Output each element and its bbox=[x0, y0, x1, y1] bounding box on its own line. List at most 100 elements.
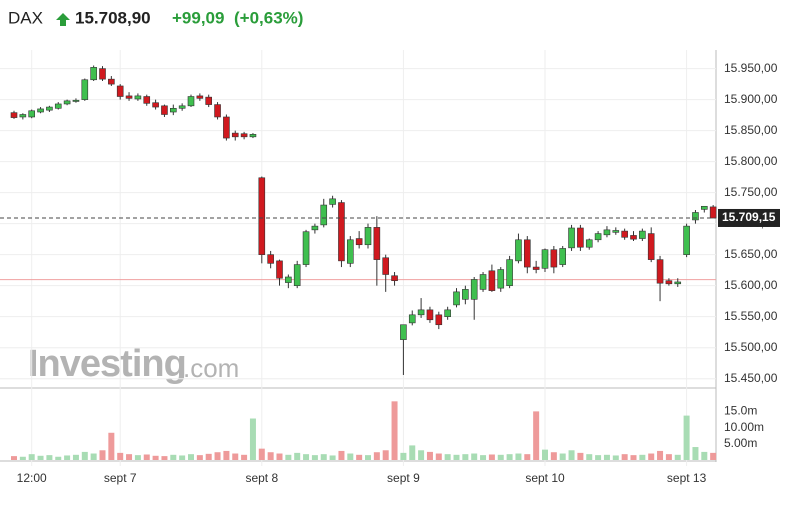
volume-bar bbox=[648, 453, 655, 460]
volume-bar bbox=[108, 432, 115, 460]
candle-body bbox=[63, 100, 71, 105]
candle-body bbox=[683, 225, 690, 255]
volume-bar bbox=[586, 454, 593, 460]
candle-body bbox=[630, 235, 637, 240]
candle-body bbox=[285, 276, 292, 283]
volume-bar bbox=[11, 456, 17, 460]
candle-body bbox=[134, 95, 142, 100]
y-tick-label: 15.850,00 bbox=[724, 123, 778, 137]
volume-bar bbox=[462, 454, 469, 460]
change: +99,09 bbox=[172, 8, 224, 27]
last-price-label: 15.709,15 bbox=[722, 210, 776, 224]
candle-body bbox=[647, 233, 655, 260]
volume-bar bbox=[373, 452, 380, 460]
candle-body bbox=[639, 230, 646, 239]
volume-bar bbox=[126, 454, 133, 460]
y-tick-label: 15.900,00 bbox=[724, 92, 778, 106]
volume-bar bbox=[143, 454, 150, 460]
change-pct: (+0,63%) bbox=[234, 8, 303, 27]
volume-bar bbox=[161, 456, 168, 460]
volume-bar bbox=[542, 449, 548, 460]
volume-bar bbox=[550, 452, 557, 460]
volume-bar bbox=[480, 455, 487, 460]
candle-body bbox=[346, 239, 354, 264]
volume-bar bbox=[595, 455, 602, 460]
candle-body bbox=[214, 104, 221, 118]
candle-body bbox=[329, 198, 336, 205]
volume-bar bbox=[46, 455, 53, 460]
candle-body bbox=[161, 105, 168, 115]
volume-bar bbox=[232, 453, 239, 460]
watermark: Investing bbox=[28, 343, 186, 385]
candle-body bbox=[72, 99, 80, 102]
candle-body bbox=[656, 259, 664, 284]
volume-tick-label: 10.00m bbox=[724, 420, 764, 434]
volume-bar bbox=[453, 454, 460, 460]
candle-body bbox=[692, 212, 699, 221]
candle-body bbox=[276, 260, 283, 279]
candle-body bbox=[373, 227, 381, 260]
candle-body bbox=[612, 230, 620, 233]
candle-body bbox=[497, 269, 505, 289]
volume-bar bbox=[179, 455, 186, 460]
y-tick-label: 15.800,00 bbox=[724, 154, 778, 168]
watermark-suffix: .com bbox=[183, 353, 239, 383]
candle-body bbox=[355, 238, 363, 246]
volume-bar bbox=[152, 455, 159, 460]
volume-bar bbox=[329, 455, 336, 460]
candle-body bbox=[594, 233, 602, 241]
candle-body bbox=[408, 314, 416, 324]
volume-bar bbox=[170, 454, 177, 460]
y-tick-label: 15.750,00 bbox=[724, 185, 778, 199]
volume-bar bbox=[506, 454, 513, 460]
volume-bar bbox=[64, 455, 71, 460]
volume-bar bbox=[188, 454, 194, 460]
volume-bar bbox=[639, 454, 646, 460]
candle-body bbox=[532, 266, 540, 270]
volume-bar bbox=[72, 454, 79, 460]
volume-bar bbox=[99, 450, 106, 460]
volume-bar bbox=[533, 411, 540, 460]
volume-bar bbox=[338, 450, 345, 460]
candle-body bbox=[28, 110, 36, 118]
candle-body bbox=[426, 309, 434, 321]
volume-bar bbox=[55, 456, 62, 460]
candle-body bbox=[364, 227, 372, 246]
candle-body bbox=[568, 227, 575, 249]
candle-body bbox=[382, 257, 390, 275]
candle-body bbox=[665, 280, 673, 285]
volume-bar bbox=[241, 454, 248, 460]
candle-body bbox=[267, 254, 274, 264]
volume-bar bbox=[37, 455, 44, 460]
candle-body bbox=[488, 270, 496, 291]
volume-bar bbox=[674, 454, 681, 460]
candle-body bbox=[585, 239, 593, 248]
candle-body bbox=[709, 206, 717, 219]
candle-body bbox=[462, 289, 469, 300]
candle-body bbox=[515, 239, 522, 262]
candle-body bbox=[320, 204, 328, 226]
volume-bar bbox=[311, 455, 318, 460]
candle-body bbox=[10, 112, 18, 118]
candle-body bbox=[258, 177, 266, 255]
candle-body bbox=[400, 324, 407, 340]
candle-body bbox=[231, 132, 239, 138]
candle-body bbox=[143, 96, 151, 104]
volume-bar bbox=[577, 452, 584, 460]
candle-body bbox=[249, 134, 257, 138]
volume-bar bbox=[19, 456, 26, 460]
volume-bar bbox=[471, 453, 478, 460]
x-tick-label: sept 8 bbox=[245, 471, 278, 485]
candle-body bbox=[391, 275, 398, 282]
x-tick-label: sept 7 bbox=[104, 471, 137, 485]
volume-bar bbox=[205, 453, 212, 460]
volume-bar bbox=[657, 450, 664, 460]
candle-body bbox=[152, 102, 159, 108]
volume-bar bbox=[488, 454, 495, 460]
candle-body bbox=[90, 67, 97, 81]
volume-bar bbox=[117, 452, 124, 460]
volume-bar bbox=[303, 454, 310, 460]
candle-body bbox=[417, 309, 425, 316]
candle-body bbox=[99, 68, 106, 80]
volume-bar bbox=[196, 455, 203, 460]
